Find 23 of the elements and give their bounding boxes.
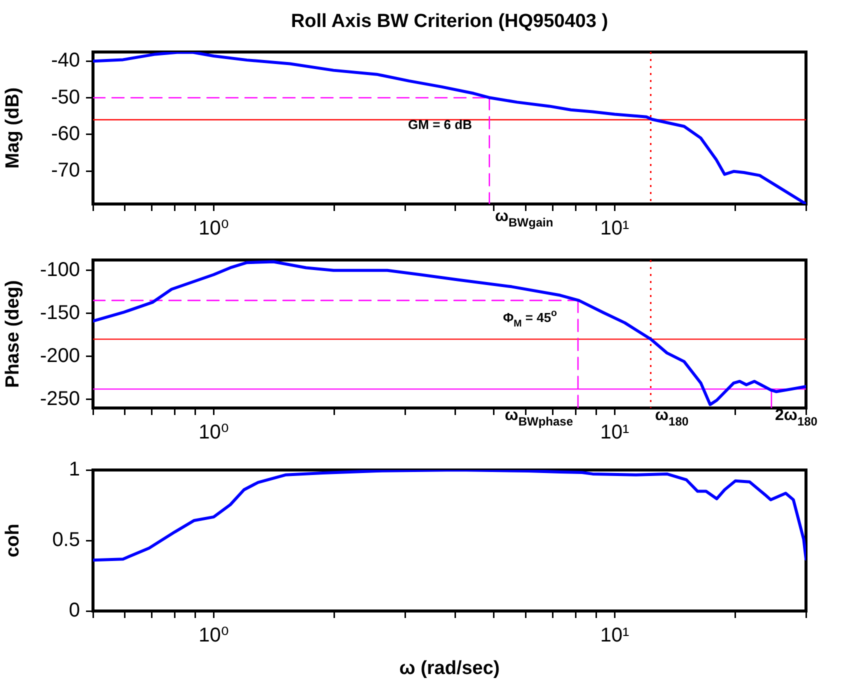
y-tick-label: 1: [68, 458, 80, 481]
x-tick-label: 10¹: [600, 624, 630, 647]
x-tick-label: 10⁰: [198, 422, 229, 444]
y-tick-label: -60: [51, 122, 80, 145]
y-tick-label: -250: [40, 388, 80, 410]
y-tick-label: -70: [51, 160, 80, 182]
y-axis-title: Phase (deg): [2, 280, 24, 388]
x-tick-label: 10¹: [600, 218, 630, 240]
y-tick-label: 0.5: [52, 529, 80, 552]
x-axis-title: ω (rad/sec): [399, 658, 500, 679]
annotation: GM = 6 dB: [408, 117, 472, 132]
x-tick-label: 10¹: [600, 422, 630, 444]
chart-title: Roll Axis BW Criterion (HQ950403 ): [290, 11, 608, 32]
y-axis-title: coh: [2, 524, 24, 558]
y-tick-label: -100: [40, 258, 80, 281]
x-tick-label: 10⁰: [198, 218, 229, 240]
y-tick-label: -200: [40, 344, 80, 367]
y-tick-label: -150: [40, 302, 80, 324]
y-tick-label: -40: [51, 50, 80, 72]
y-tick-label: -50: [51, 86, 80, 108]
y-axis-title: Mag (dB): [2, 87, 24, 169]
y-tick-label: 0: [68, 600, 80, 622]
x-tick-label: 10⁰: [198, 624, 229, 647]
